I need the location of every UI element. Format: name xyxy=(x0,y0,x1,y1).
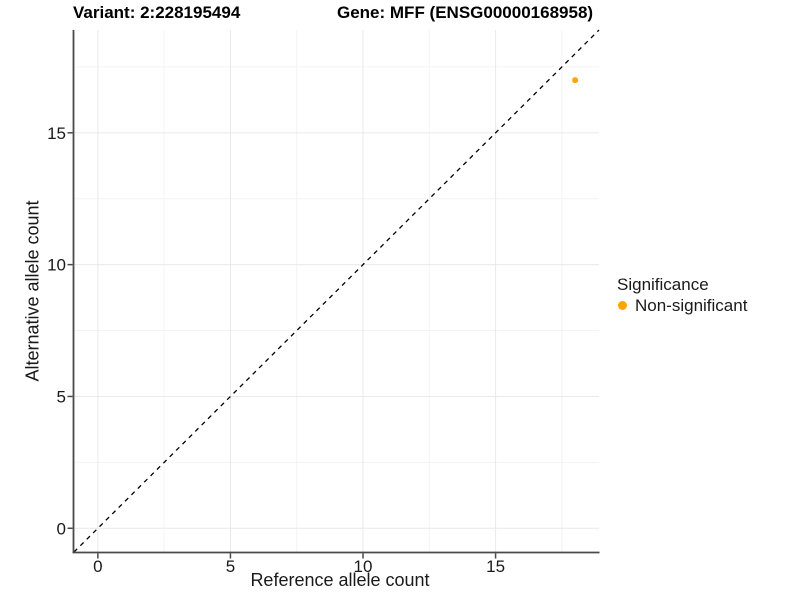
legend-item: Non-significant xyxy=(617,296,747,315)
data-point xyxy=(572,77,579,84)
legend: Significance Non-significant xyxy=(617,275,747,315)
y-axis-title: Alternative allele count xyxy=(22,200,43,382)
plot-title-variant: Variant: 2:228195494 xyxy=(73,3,241,22)
legend-item-label: Non-significant xyxy=(635,296,748,315)
y-tick-label: 5 xyxy=(57,387,66,406)
identity-line xyxy=(73,29,600,553)
x-tick-label: 10 xyxy=(354,557,373,576)
plot-title-gene: Gene: MFF (ENSG00000168958) xyxy=(337,3,594,22)
x-tick-label: 0 xyxy=(93,557,102,576)
x-tick-label: 5 xyxy=(226,557,235,576)
y-tick-label: 15 xyxy=(47,124,66,143)
x-tick-label: 15 xyxy=(486,557,505,576)
legend-point-icon xyxy=(618,301,627,310)
y-tick-label: 10 xyxy=(47,256,66,275)
x-axis-title: Reference allele count xyxy=(250,570,430,590)
legend-title: Significance xyxy=(617,275,709,294)
y-tick-label: 0 xyxy=(57,519,66,538)
